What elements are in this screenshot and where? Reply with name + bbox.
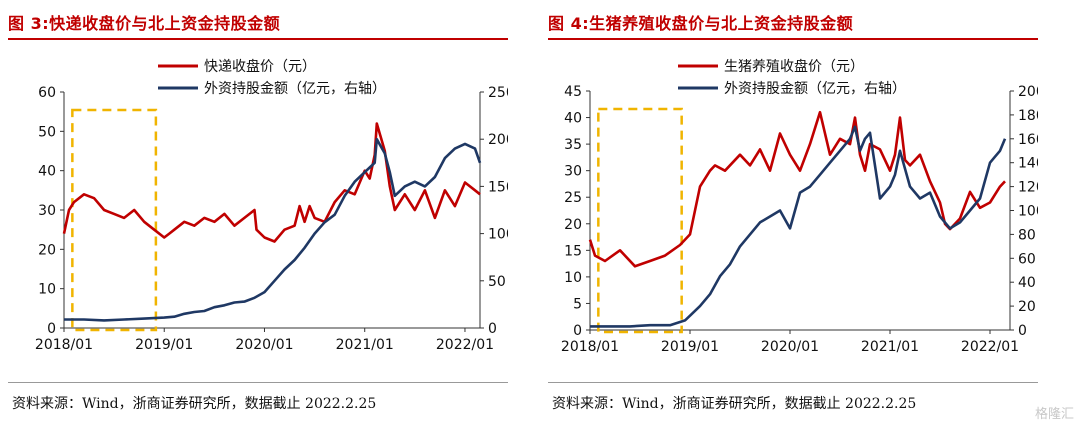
right-tick-label: 60 [1018,251,1036,267]
left-tick-label: 20 [564,217,582,233]
source-rule [8,382,508,383]
legend-label: 生猪养殖收盘价（元） [724,58,864,75]
left-tick-label: 0 [573,323,582,339]
right-tick-label: 150 [488,179,508,195]
right-tick-label: 200 [488,132,508,148]
left-tick-label: 0 [47,321,56,337]
series-line [590,125,1007,328]
x-tick-label: 2021/01 [861,339,919,355]
left-tick-label: 50 [38,124,56,140]
title-rule [548,38,1038,40]
x-tick-label: 2021/01 [336,337,394,353]
right-tick-label: 20 [1018,299,1036,315]
source-rule [548,382,1038,383]
series-line [64,137,482,322]
x-tick-label: 2019/01 [135,337,193,353]
left-tick-label: 25 [564,190,582,206]
chart-panel-right: 图 4:生猪养殖收盘价与北上资金持股金额 0 5 10 15 20 25 30 35 40 45 0… [548,0,1038,426]
legend-label: 外资持股金额（亿元，右轴） [724,81,906,97]
left-tick-label: 40 [564,111,582,127]
series-line [588,110,1006,268]
left-tick-label: 15 [564,243,582,259]
left-tick-label: 30 [38,203,56,219]
series-line [62,122,481,243]
chart-svg: 0 10 20 30 40 50 60 0 50 100 150 200 250 2018/01 2019/… [35,58,508,353]
right-tick-label: 100 [488,227,508,243]
x-tick-label: 2022/01 [436,337,494,353]
right-tick-label: 40 [1018,275,1036,291]
right-tick-label: 160 [1018,132,1038,148]
legend-label: 快递收盘价（元） [204,58,316,75]
left-tick-label: 60 [38,85,56,101]
right-tick-label: 0 [488,321,497,337]
left-tick-label: 20 [38,242,56,258]
chart-title: 图 3:快递收盘价与北上资金持股金额 [8,14,281,33]
right-tick-label: 140 [1018,156,1038,172]
right-tick-label: 120 [1018,180,1038,196]
right-tick-label: 0 [1018,323,1027,339]
source-note: 资料来源：Wind，浙商证券研究所，数据截止 2022.2.25 [12,396,377,412]
right-tick-label: 180 [1018,108,1038,124]
left-tick-label: 45 [564,84,582,100]
x-tick-label: 2022/01 [961,339,1019,355]
legend-label: 外资持股金额（亿元，右轴） [204,81,386,97]
left-tick-label: 35 [564,137,582,153]
source-note: 资料来源：Wind，浙商证券研究所，数据截止 2022.2.25 [552,396,917,412]
x-tick-label: 2019/01 [661,339,719,355]
right-tick-label: 250 [488,85,508,101]
left-tick-label: 30 [564,164,582,180]
left-tick-label: 5 [573,296,582,312]
right-tick-label: 50 [488,274,506,290]
chart-title: 图 4:生猪养殖收盘价与北上资金持股金额 [548,14,854,33]
right-tick-label: 200 [1018,84,1038,100]
watermark-logo: 格隆汇 [1034,407,1074,422]
title-rule [8,38,508,40]
highlight-box [597,107,683,334]
right-tick-label: 100 [1018,204,1038,220]
chart-panel-left: 图 3:快递收盘价与北上资金持股金额 0 10 20 30 40 50 60 0 50 100 15… [8,0,508,426]
right-tick-label: 80 [1018,227,1036,243]
chart-svg: 0 5 10 15 20 25 30 35 40 45 0 20 40 60 80 100 120 140 160 1… [561,58,1038,355]
x-tick-label: 2020/01 [761,339,819,355]
x-tick-label: 2020/01 [235,337,293,353]
left-tick-label: 40 [38,164,56,180]
left-tick-label: 10 [564,270,582,286]
highlight-box [71,108,158,332]
left-tick-label: 10 [38,282,56,298]
x-tick-label: 2018/01 [35,337,93,353]
x-tick-label: 2018/01 [561,339,619,355]
